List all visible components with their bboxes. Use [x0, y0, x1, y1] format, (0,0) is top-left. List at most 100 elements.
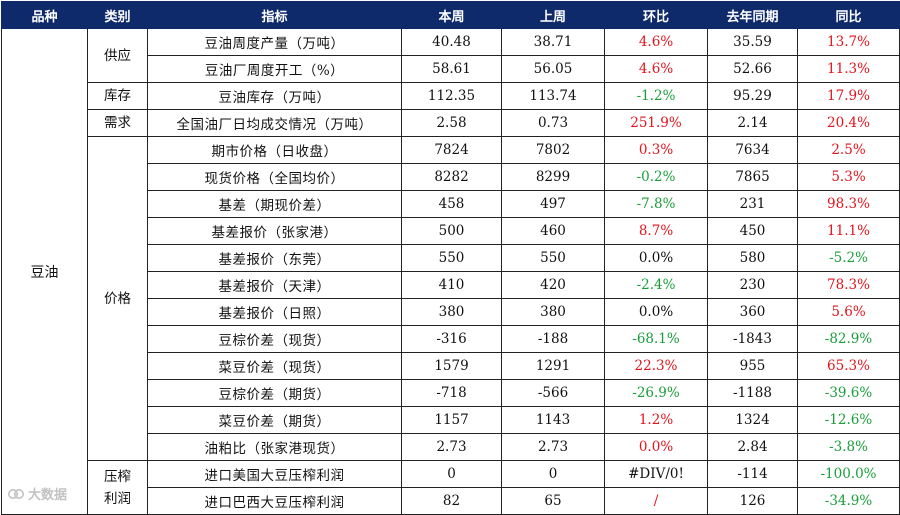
- this-week-cell: 1157: [401, 406, 502, 434]
- wow-cell: -7.8%: [604, 190, 708, 218]
- table-row: 基差（期现价差） 458 497 -7.8% 231 98.3%: [2, 190, 900, 218]
- table-row: 豆油厂周度开工（%） 58.61 56.05 4.6% 52.66 11.3%: [2, 55, 900, 83]
- this-week-cell: -316: [401, 325, 502, 353]
- table-row: 基差报价（天津） 410 420 -2.4% 230 78.3%: [2, 271, 900, 299]
- last-year-cell: 580: [707, 244, 798, 272]
- this-week-cell: 2.73: [401, 433, 502, 461]
- header-last-week: 上周: [501, 1, 605, 29]
- header-indicator: 指标: [147, 1, 402, 29]
- last-year-cell: 7634: [707, 136, 798, 164]
- yoy-cell: 2.5%: [797, 136, 900, 164]
- indicator-cell: 菜豆价差（现货）: [147, 352, 402, 380]
- category-cell-demand: 需求: [87, 109, 148, 137]
- header-yoy: 同比: [797, 1, 900, 29]
- wow-cell: -2.4%: [604, 271, 708, 299]
- yoy-cell: 5.6%: [797, 298, 900, 326]
- logo-icon: [8, 488, 24, 499]
- yoy-cell: -5.2%: [797, 244, 900, 272]
- header-variety: 品种: [1, 1, 88, 29]
- yoy-cell: -39.6%: [797, 379, 900, 407]
- last-week-cell: 113.74: [501, 82, 605, 110]
- last-year-cell: 360: [707, 298, 798, 326]
- table-row: 油粕比（张家港现货） 2.73 2.73 0.0% 2.84 -3.8%: [2, 433, 900, 461]
- last-year-cell: 35.59: [707, 28, 798, 56]
- last-week-cell: 460: [501, 217, 605, 245]
- this-week-cell: 82: [401, 487, 502, 515]
- indicator-cell: 基差报价（东莞）: [147, 244, 402, 272]
- table-row: 压榨 利润 进口美国大豆压榨利润 0 0 #DIV/0! -114 -100.0%: [2, 460, 900, 515]
- table-row: 豆棕价差（现货） -316 -188 -68.1% -1843 -82.9%: [2, 325, 900, 353]
- wow-cell: 0.0%: [604, 244, 708, 272]
- indicator-cell: 全国油厂日均成交情况（万吨）: [147, 109, 402, 137]
- indicator-cell: 进口巴西大豆压榨利润: [147, 487, 402, 515]
- this-week-cell: 112.35: [401, 82, 502, 110]
- last-week-cell: 38.71: [501, 28, 605, 56]
- header-category: 类别: [87, 1, 148, 29]
- last-week-cell: 1291: [501, 352, 605, 380]
- table-row: 基差报价（张家港） 500 460 8.7% 450 11.1%: [2, 217, 900, 245]
- yoy-cell: 78.3%: [797, 271, 900, 299]
- last-week-cell: -566: [501, 379, 605, 407]
- last-year-cell: 450: [707, 217, 798, 245]
- last-week-cell: -188: [501, 325, 605, 353]
- indicator-cell: 现货价格（全国均价）: [147, 163, 402, 191]
- last-week-cell: 7802: [501, 136, 605, 164]
- yoy-cell: 98.3%: [797, 190, 900, 218]
- last-year-cell: 2.84: [707, 433, 798, 461]
- category-cell-price: 价格: [87, 136, 148, 461]
- wow-cell: 4.6%: [604, 55, 708, 83]
- yoy-cell: 20.4%: [797, 109, 900, 137]
- table-row: 价格 期市价格（日收盘） 7824 7802 0.3% 7634 2.5%: [2, 136, 900, 461]
- last-year-cell: 230: [707, 271, 798, 299]
- last-year-cell: 126: [707, 487, 798, 515]
- this-week-cell: 550: [401, 244, 502, 272]
- last-year-cell: 7865: [707, 163, 798, 191]
- yoy-cell: 11.1%: [797, 217, 900, 245]
- yoy-cell: -3.8%: [797, 433, 900, 461]
- yoy-cell: 11.3%: [797, 55, 900, 83]
- last-week-cell: 420: [501, 271, 605, 299]
- watermark-text: 大数据: [28, 488, 68, 503]
- yoy-cell: -100.0%: [797, 460, 900, 488]
- wow-cell: 1.2%: [604, 406, 708, 434]
- last-year-cell: -114: [707, 460, 798, 488]
- this-week-cell: 410: [401, 271, 502, 299]
- this-week-cell: 40.48: [401, 28, 502, 56]
- last-week-cell: 8299: [501, 163, 605, 191]
- this-week-cell: 1579: [401, 352, 502, 380]
- header-row: 品种 类别 指标 本周 上周 环比 去年同期 同比: [1, 1, 900, 29]
- header-last-year: 去年同期: [707, 1, 798, 29]
- indicator-cell: 豆油周度产量（万吨）: [147, 28, 402, 56]
- last-year-cell: 95.29: [707, 82, 798, 110]
- last-week-cell: 1143: [501, 406, 605, 434]
- wow-cell: 8.7%: [604, 217, 708, 245]
- indicator-cell: 基差报价（日照）: [147, 298, 402, 326]
- indicator-cell: 期市价格（日收盘）: [147, 136, 402, 164]
- this-week-cell: 58.61: [401, 55, 502, 83]
- watermark: 大数据: [8, 484, 67, 503]
- table-row: 基差报价（东莞） 550 550 0.0% 580 -5.2%: [2, 244, 900, 272]
- last-week-cell: 65: [501, 487, 605, 515]
- last-year-cell: -1843: [707, 325, 798, 353]
- yoy-cell: -12.6%: [797, 406, 900, 434]
- this-week-cell: 7824: [401, 136, 502, 164]
- wow-cell: -26.9%: [604, 379, 708, 407]
- table-row: 进口巴西大豆压榨利润 82 65/126 -34.9%: [2, 487, 900, 515]
- indicator-cell: 豆油厂周度开工（%）: [147, 55, 402, 83]
- table-row: 需求 全国油厂日均成交情况（万吨） 2.58 0.73 251.9% 2.14 20.4%: [2, 109, 900, 137]
- this-week-cell: 2.58: [401, 109, 502, 137]
- header-this-week: 本周: [401, 1, 502, 29]
- wow-cell: -68.1%: [604, 325, 708, 353]
- last-week-cell: 2.73: [501, 433, 605, 461]
- this-week-cell: 0: [401, 460, 502, 488]
- yoy-cell: 13.7%: [797, 28, 900, 56]
- wow-cell: -1.2%: [604, 82, 708, 110]
- last-week-cell: 380: [501, 298, 605, 326]
- last-week-cell: 497: [501, 190, 605, 218]
- category-cell-inventory: 库存: [87, 82, 148, 110]
- wow-cell: 0.0%: [604, 298, 708, 326]
- indicator-cell: 豆棕价差（期货）: [147, 379, 402, 407]
- wow-cell: 251.9%: [604, 109, 708, 137]
- table-row: 豆棕价差（期货） -718 -566 -26.9% -1188 -39.6%: [2, 379, 900, 407]
